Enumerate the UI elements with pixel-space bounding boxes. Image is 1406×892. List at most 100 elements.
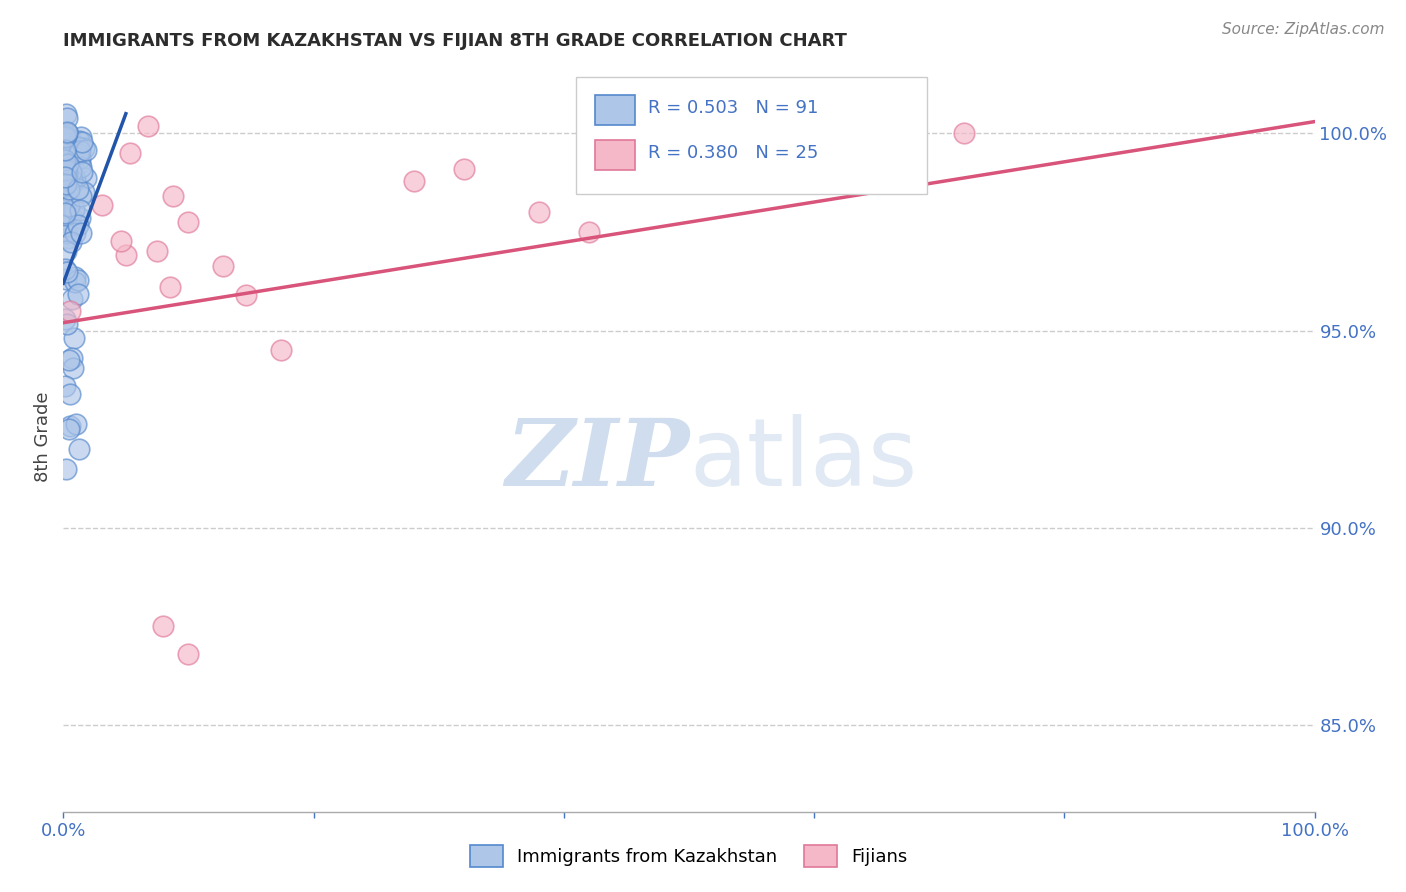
Point [56,176,79,190]
Point [55,162,77,177]
Point [55,244,77,258]
Point [59,147,82,161]
Point [53,153,76,168]
Point [62,202,84,216]
Point [60,209,83,223]
Text: R = 0.380   N = 25: R = 0.380 N = 25 [648,145,818,162]
Text: ZIP: ZIP [505,415,689,505]
Point [58,157,80,171]
Point [67,442,90,457]
Point [72,135,94,149]
Point [58,132,80,146]
Point [58,189,80,203]
Point [67,273,90,287]
Point [75,143,97,157]
Point [59,235,82,249]
Point [90,197,112,211]
Point [56,168,79,182]
Point [110,234,132,248]
Point [70,226,93,240]
Point [63,175,86,189]
Point [402,174,425,188]
Point [67,134,90,148]
Point [72,165,94,179]
Point [953,127,976,141]
Bar [595,140,636,169]
Point [53,261,76,276]
Point [63,276,86,290]
Point [63,269,86,284]
Point [60,173,83,187]
Point [55,128,77,143]
Point [58,199,80,213]
Point [58,230,80,244]
Point [67,286,90,301]
Point [58,422,80,436]
Point [55,272,77,286]
Point [177,647,200,661]
Y-axis label: 8th Grade: 8th Grade [34,392,52,483]
Point [59,387,82,401]
Point [75,171,97,186]
Point [69,151,91,165]
Point [65,417,87,431]
Point [70,160,93,174]
Point [55,462,77,476]
Point [69,145,91,159]
Point [453,161,475,176]
Point [56,178,79,192]
Legend: Immigrants from Kazakhstan, Fijians: Immigrants from Kazakhstan, Fijians [463,838,915,874]
Point [66,219,89,233]
Point [53,169,76,184]
Point [270,343,292,358]
Point [53,129,76,144]
Point [69,202,91,217]
Point [55,311,77,326]
Point [65,172,87,186]
Text: IMMIGRANTS FROM KAZAKHSTAN VS FIJIAN 8TH GRADE CORRELATION CHART: IMMIGRANTS FROM KAZAKHSTAN VS FIJIAN 8TH… [63,32,848,50]
Point [62,331,84,345]
Point [56,179,79,194]
Point [176,215,198,229]
Point [72,141,94,155]
Point [58,182,80,196]
Point [136,119,159,133]
Bar [595,95,636,125]
Point [63,226,86,240]
Point [53,191,76,205]
Point [53,162,76,177]
Point [56,126,79,140]
Point [828,122,851,136]
Point [55,265,77,279]
Point [69,130,91,145]
Point [58,353,80,368]
Point [118,145,141,160]
Point [53,156,76,170]
Point [162,188,184,202]
Point [58,136,80,151]
Point [56,317,79,331]
Point [66,145,89,160]
Point [53,174,76,188]
Point [527,205,550,219]
Point [73,185,96,199]
Point [62,361,84,376]
Point [53,143,76,157]
Point [56,128,79,142]
Point [69,156,91,170]
Point [59,165,82,179]
Point [59,418,82,433]
Point [146,244,169,258]
Point [211,259,233,273]
Point [69,211,91,226]
Point [159,279,181,293]
Point [235,287,257,301]
Point [55,177,77,191]
Point [60,351,83,366]
Point [578,225,600,239]
Point [55,169,77,184]
Point [53,379,76,393]
Text: Source: ZipAtlas.com: Source: ZipAtlas.com [1222,22,1385,37]
Point [66,147,89,161]
Point [56,125,79,139]
